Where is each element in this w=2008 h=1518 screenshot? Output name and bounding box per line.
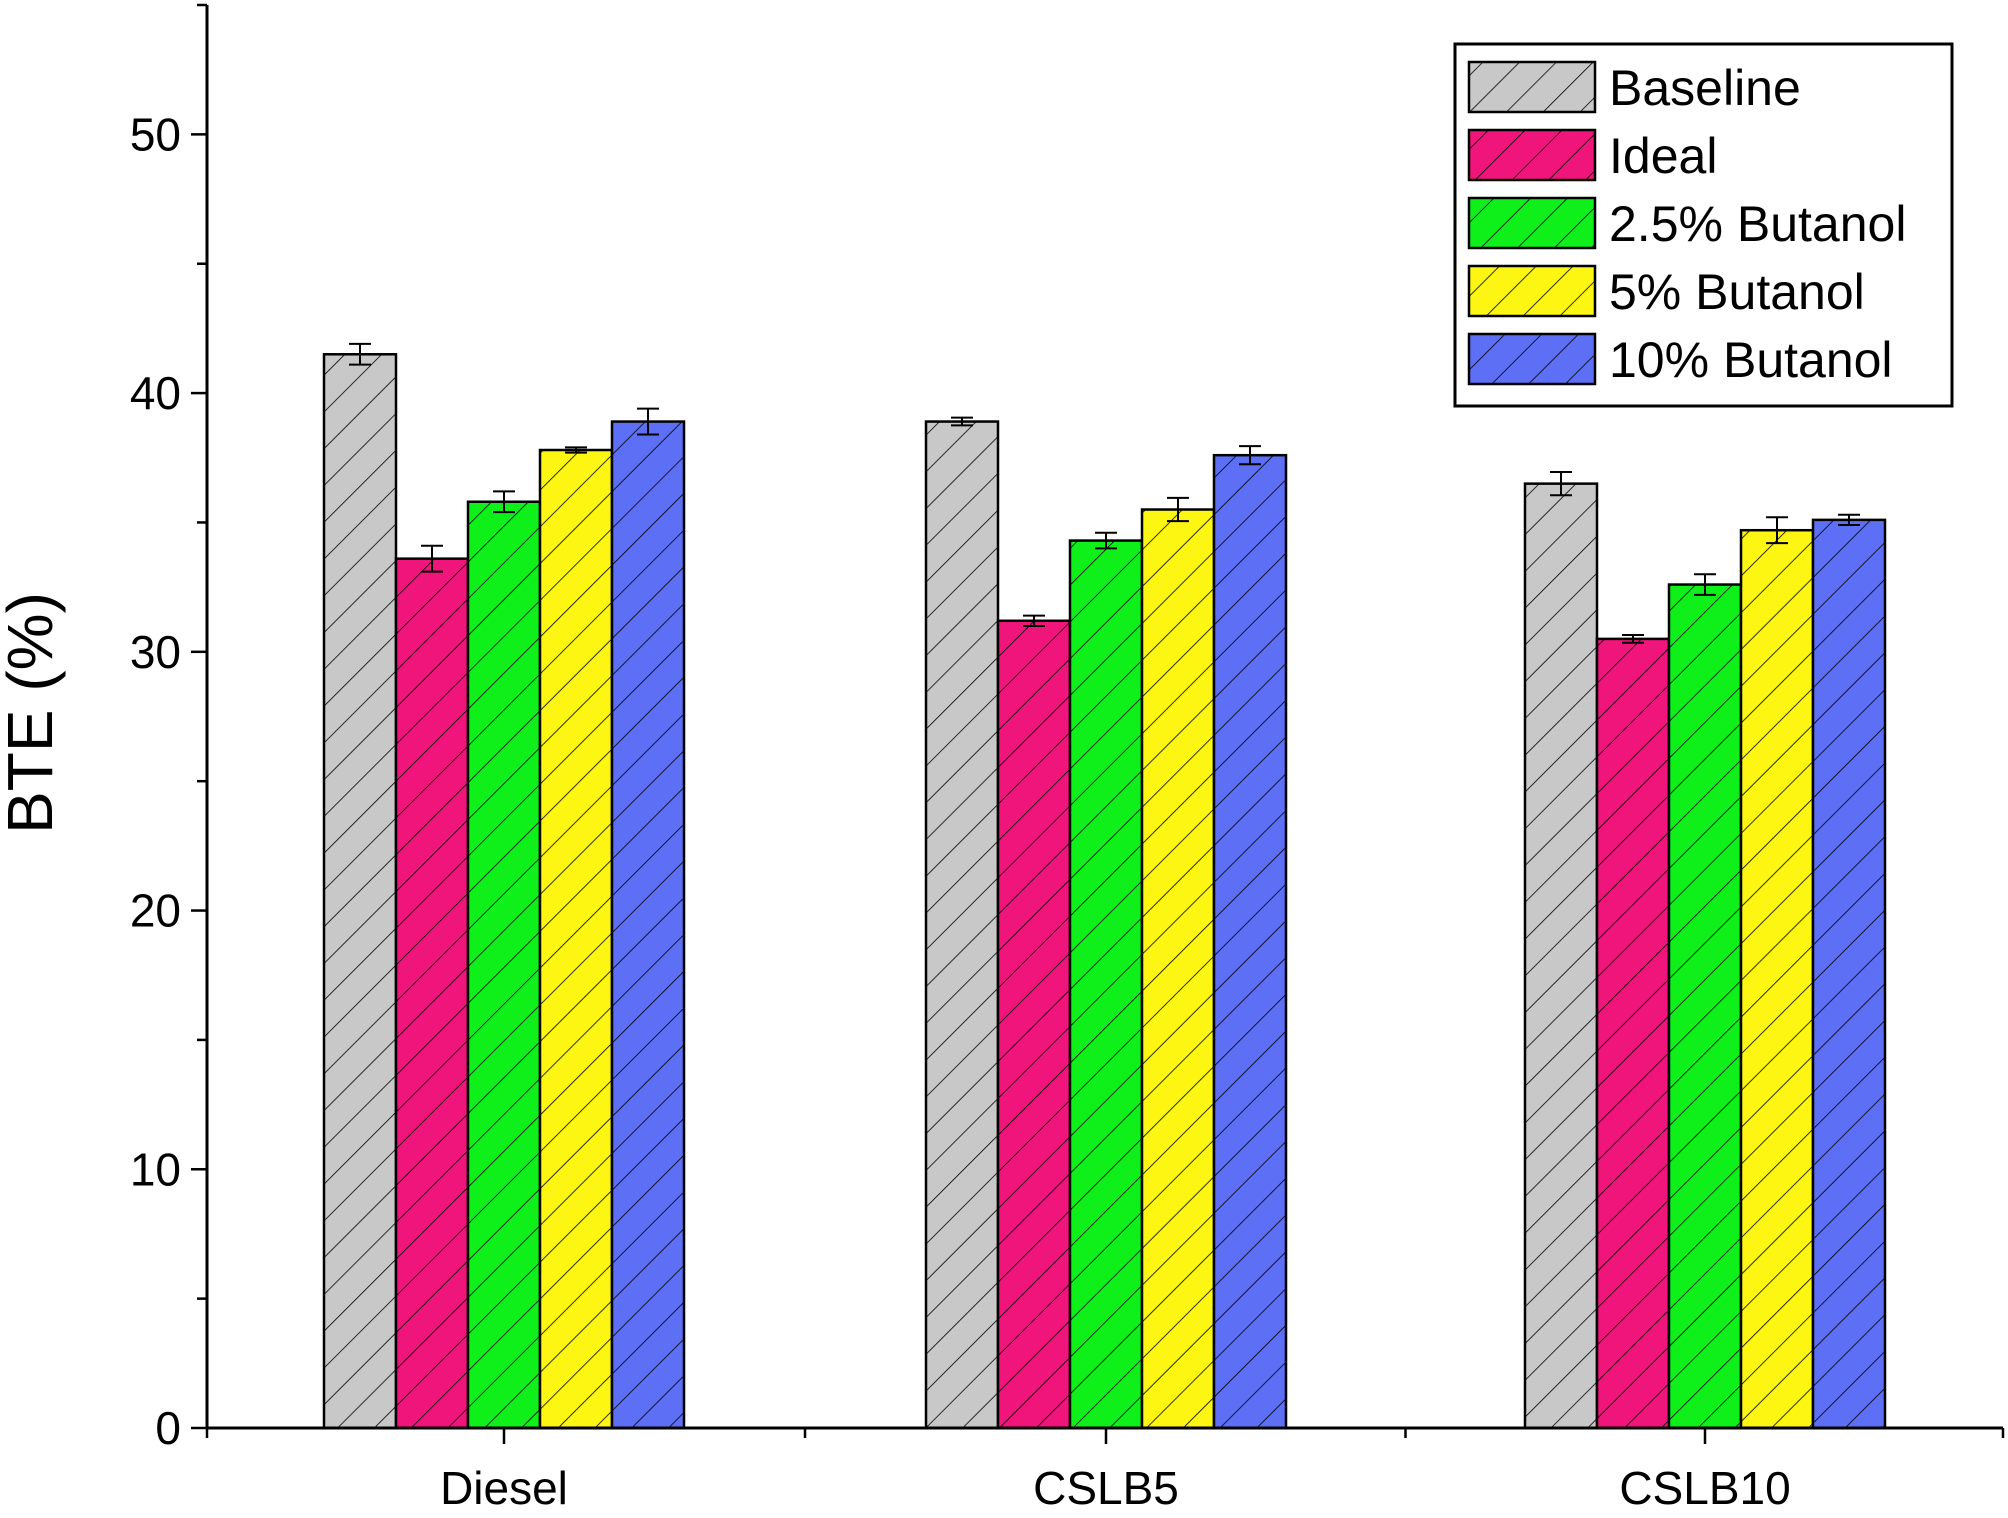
error-bar-cslb10-3 xyxy=(1694,573,1716,596)
y-tick-label-30: 30 xyxy=(130,626,181,678)
bar-cslb10-2 xyxy=(1595,637,1671,1430)
error-bar-cslb10-5 xyxy=(1838,513,1860,527)
x-tick-label-diesel: Diesel xyxy=(440,1462,568,1514)
axes: 0 10 20 30 40 50 Diesel CSLB5 CSLB10 xyxy=(130,3,2005,1514)
error-bar-cslb5-5 xyxy=(1239,445,1261,466)
bar-diesel-4 xyxy=(538,448,614,1430)
error-bar-cslb5-4 xyxy=(1167,496,1189,523)
y-tick-label-50: 50 xyxy=(130,108,181,160)
error-bar-diesel-1 xyxy=(349,342,371,366)
legend-swatch-1 xyxy=(1467,60,1597,114)
legend-swatch-3 xyxy=(1467,196,1597,250)
bar-diesel-1 xyxy=(322,353,398,1430)
bar-cslb10-3 xyxy=(1667,583,1743,1430)
y-axis-title: BTE (%) xyxy=(0,592,66,834)
y-tick-label-40: 40 xyxy=(130,367,181,419)
legend-label-2: Ideal xyxy=(1609,128,1717,184)
legend-swatch-4 xyxy=(1467,264,1597,318)
bar-diesel-5 xyxy=(610,420,686,1430)
error-bar-cslb5-3 xyxy=(1095,531,1117,550)
legend-label-5: 10% Butanol xyxy=(1609,332,1893,388)
bar-cslb5-4 xyxy=(1140,508,1216,1430)
error-bar-cslb5-1 xyxy=(951,416,973,427)
bar-cslb10-1 xyxy=(1523,482,1599,1430)
error-bar-cslb10-2 xyxy=(1622,634,1644,644)
legend-label-4: 5% Butanol xyxy=(1609,264,1865,320)
legend-swatch-5 xyxy=(1467,332,1597,386)
bar-diesel-3 xyxy=(466,500,542,1430)
legend-swatch-2 xyxy=(1467,128,1597,182)
error-bar-diesel-2 xyxy=(421,544,443,573)
bar-cslb10-4 xyxy=(1739,528,1815,1430)
bar-cslb5-2 xyxy=(996,619,1072,1430)
bar-cslb5-5 xyxy=(1212,453,1288,1430)
error-bar-cslb10-4 xyxy=(1766,516,1788,545)
bar-cslb10-5 xyxy=(1811,518,1887,1430)
bar-cslb5-3 xyxy=(1068,539,1144,1430)
y-tick-label-20: 20 xyxy=(130,885,181,937)
legend-label-3: 2.5% Butanol xyxy=(1609,196,1906,252)
y-tick-label-10: 10 xyxy=(130,1143,181,1195)
bar-cslb5-1 xyxy=(924,420,1000,1430)
legend-label-1: Baseline xyxy=(1609,60,1801,116)
x-tick-label-cslb10: CSLB10 xyxy=(1619,1462,1790,1514)
error-bar-cslb5-2 xyxy=(1023,614,1045,627)
error-bar-cslb10-1 xyxy=(1550,471,1572,497)
x-tick-label-cslb5: CSLB5 xyxy=(1033,1462,1179,1514)
error-bar-diesel-4 xyxy=(565,446,587,454)
error-bar-diesel-3 xyxy=(493,490,515,514)
legend: Baseline Ideal 2.5% Butanol 5% Butanol 10% B… xyxy=(1453,42,1954,408)
error-bar-diesel-5 xyxy=(637,407,659,436)
y-tick-label-0: 0 xyxy=(155,1402,181,1454)
bar-diesel-2 xyxy=(394,557,470,1430)
plot-area xyxy=(322,342,1887,1430)
